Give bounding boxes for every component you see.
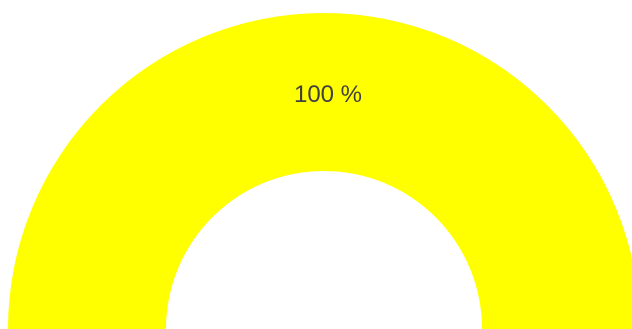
gauge-fill-arc bbox=[8, 12, 632, 329]
gauge-value-label: 100 % bbox=[294, 81, 362, 108]
